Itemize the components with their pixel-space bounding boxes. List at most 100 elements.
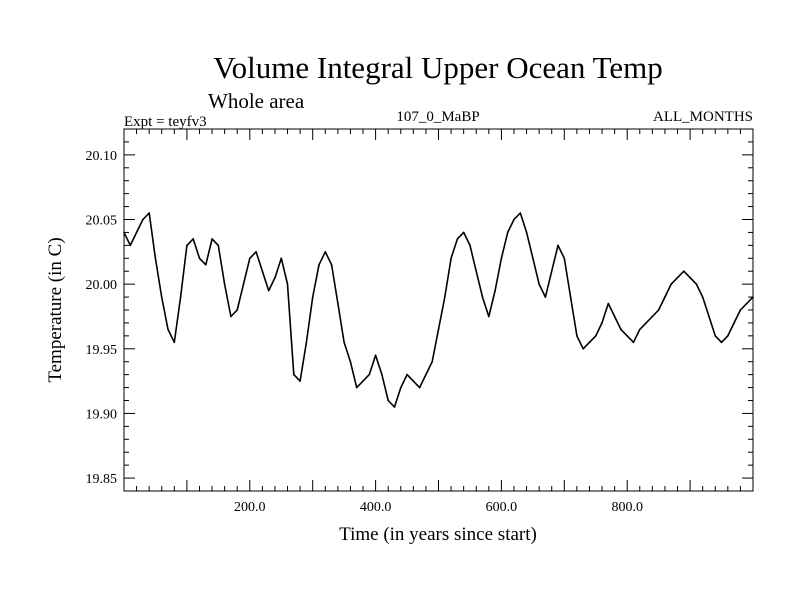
data-point bbox=[274, 276, 276, 279]
data-point bbox=[330, 263, 333, 266]
data-point bbox=[311, 296, 314, 298]
data-point bbox=[362, 380, 364, 382]
data-point bbox=[186, 244, 188, 247]
y-tick-label: 19.95 bbox=[86, 343, 118, 358]
data-point bbox=[601, 322, 603, 324]
data-point bbox=[576, 335, 578, 337]
data-point bbox=[374, 354, 377, 357]
data-point bbox=[337, 302, 339, 305]
data-point bbox=[381, 373, 383, 376]
data-point bbox=[267, 289, 270, 292]
y-tick-label: 20.00 bbox=[86, 278, 118, 293]
data-point bbox=[557, 244, 559, 247]
data-point bbox=[513, 218, 515, 221]
x-tick-label: 200.0 bbox=[234, 500, 266, 515]
tick-labels: 200.0 400.0 600.0 800.0 19.85 19.90 19.95 20.00… bbox=[86, 149, 643, 515]
data-point bbox=[192, 238, 194, 240]
data-point bbox=[160, 296, 163, 298]
data-point bbox=[676, 276, 679, 279]
y-tick-label: 19.90 bbox=[86, 407, 118, 422]
data-point bbox=[324, 251, 327, 253]
data-point bbox=[286, 283, 289, 285]
data-point bbox=[406, 373, 408, 376]
data-point bbox=[249, 257, 251, 260]
data-point bbox=[236, 309, 239, 311]
data-point bbox=[620, 328, 622, 331]
data-point bbox=[563, 257, 566, 260]
data-point bbox=[135, 231, 138, 234]
data-point bbox=[714, 335, 717, 337]
period-label: 107_0_MaBP bbox=[396, 109, 479, 125]
data-point bbox=[431, 360, 434, 363]
data-point bbox=[142, 218, 144, 221]
data-point bbox=[204, 263, 207, 266]
data-point bbox=[638, 328, 641, 331]
data-point bbox=[481, 296, 484, 298]
data-point bbox=[500, 257, 503, 260]
data-point bbox=[594, 335, 597, 337]
data-point bbox=[129, 244, 132, 247]
data-point bbox=[664, 296, 666, 298]
data-point bbox=[343, 341, 345, 344]
data-point bbox=[173, 341, 176, 344]
y-tick-label: 20.05 bbox=[86, 214, 118, 229]
data-point bbox=[727, 335, 729, 337]
experiment-label: Expt = teyfv3 bbox=[124, 114, 207, 130]
data-point bbox=[305, 341, 308, 344]
x-tick-label: 600.0 bbox=[486, 500, 518, 515]
data-point bbox=[651, 315, 654, 318]
data-point bbox=[695, 283, 698, 285]
data-point bbox=[230, 315, 232, 318]
data-point bbox=[532, 257, 534, 260]
chart-subtitle: Whole area bbox=[208, 89, 305, 113]
data-point bbox=[242, 283, 245, 285]
data-point bbox=[299, 380, 301, 382]
x-tick-label: 800.0 bbox=[611, 500, 643, 515]
data-point bbox=[443, 296, 446, 298]
data-point bbox=[488, 315, 490, 318]
data-point bbox=[538, 283, 540, 285]
data-point bbox=[318, 263, 320, 266]
data-point bbox=[626, 335, 628, 337]
data-point bbox=[550, 270, 553, 273]
data-point bbox=[544, 296, 547, 298]
data-point bbox=[456, 238, 459, 240]
data-point bbox=[720, 341, 723, 344]
data-point bbox=[462, 231, 465, 234]
data-point bbox=[588, 341, 591, 344]
data-point bbox=[217, 244, 220, 247]
x-axis-label: Time (in years since start) bbox=[339, 524, 537, 545]
data-point bbox=[657, 309, 660, 311]
data-point bbox=[399, 386, 402, 389]
data-point bbox=[613, 315, 616, 318]
data-point bbox=[475, 270, 478, 273]
data-point bbox=[645, 322, 647, 324]
data-point bbox=[167, 328, 169, 331]
data-point bbox=[745, 302, 748, 305]
data-point bbox=[519, 212, 522, 214]
data-point bbox=[179, 296, 182, 298]
data-point bbox=[280, 257, 283, 260]
data-point bbox=[223, 283, 226, 285]
data-point bbox=[450, 257, 452, 260]
data-point bbox=[752, 296, 754, 298]
data-point bbox=[506, 231, 509, 234]
x-tick-label: 400.0 bbox=[360, 500, 392, 515]
data-point bbox=[198, 257, 201, 260]
data-point bbox=[123, 231, 125, 234]
data-point bbox=[569, 296, 572, 298]
data-point bbox=[425, 373, 427, 376]
y-tick-label: 20.10 bbox=[86, 149, 118, 164]
y-axis-label: Temperature (in C) bbox=[45, 237, 66, 382]
data-point bbox=[148, 212, 150, 214]
tick-marks bbox=[124, 128, 753, 492]
data-point bbox=[393, 406, 396, 408]
data-point bbox=[412, 380, 415, 382]
data-points bbox=[123, 212, 754, 408]
data-point bbox=[701, 296, 704, 298]
data-point bbox=[387, 399, 389, 402]
data-point bbox=[261, 270, 264, 273]
data-point bbox=[582, 347, 584, 350]
data-point bbox=[670, 283, 673, 285]
